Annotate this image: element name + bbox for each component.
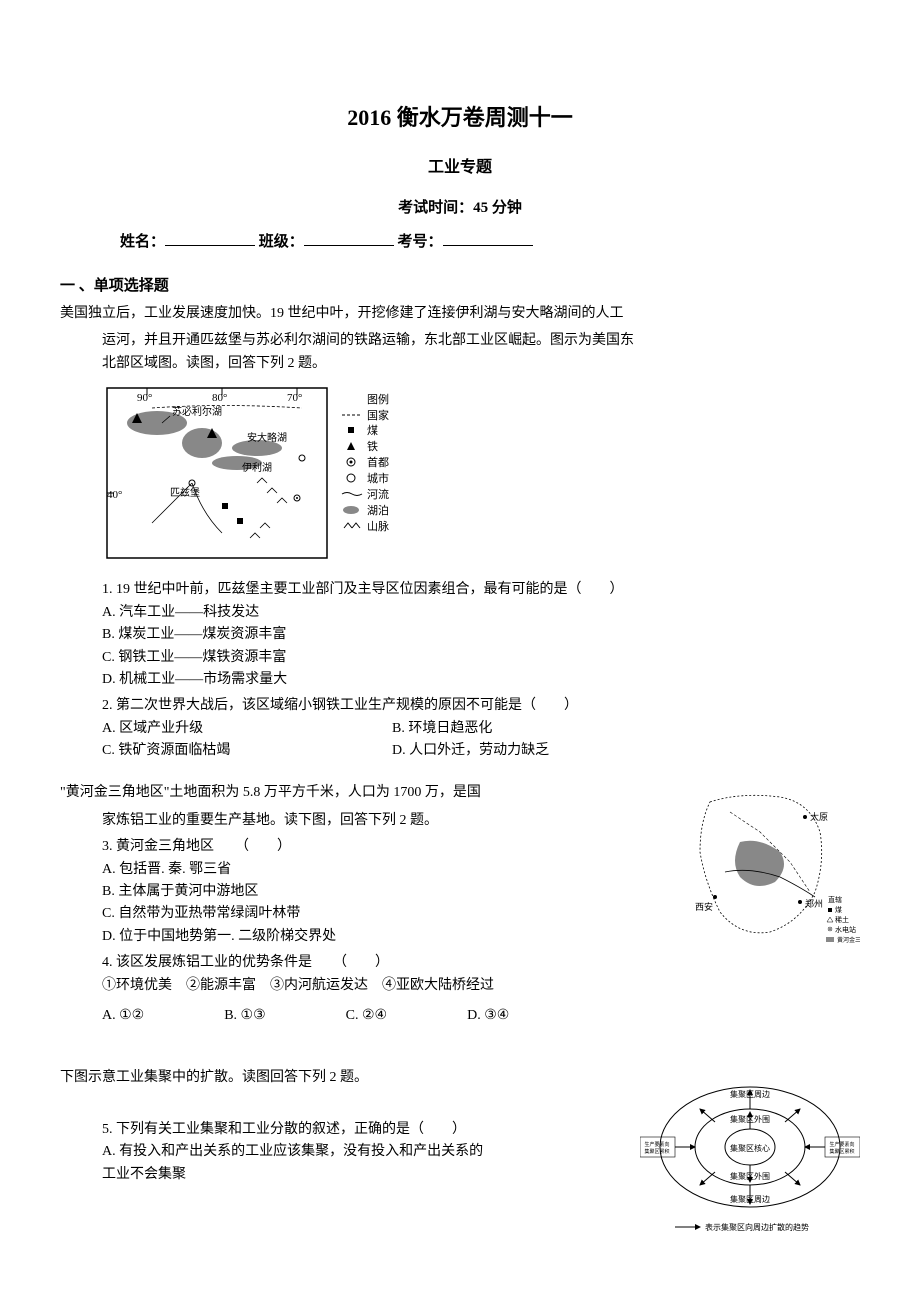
q4-opts-row: A. ①② B. ①③ C. ②④ D. ③④ <box>60 1005 860 1027</box>
city-xian: 西安 <box>695 901 713 912</box>
legend-lake: 湖泊 <box>367 504 389 517</box>
legend-mountain: 山脉 <box>367 519 389 533</box>
q2-opt-d: D. 人口外迁，劳动力缺乏 <box>392 740 682 762</box>
diagram-center: 集聚区核心 <box>730 1143 770 1153</box>
long-70: 70° <box>287 392 302 404</box>
name-blank <box>165 228 255 246</box>
exam-subtitle: 工业专题 <box>60 155 860 181</box>
q1-opt-a: A. 汽车工业——科技发达 <box>60 602 860 624</box>
q1-opt-c: C. 钢铁工业——煤铁资源丰富 <box>60 647 860 669</box>
name-label: 姓名： <box>120 234 165 250</box>
q4-opt-c: C. ②④ <box>346 1005 387 1027</box>
diagram-right-label-1: 生产要素向 <box>829 1141 854 1148</box>
legend-city: 城市 <box>367 471 389 485</box>
legend-hydro: 水电站 <box>835 925 856 934</box>
class-label: 班级： <box>259 234 304 250</box>
student-info-row: 姓名： 班级： 考号： <box>60 228 860 254</box>
q1-opt-d: D. 机械工业——市场需求量大 <box>60 669 860 691</box>
passage-1-line-2: 运河，并且开通匹兹堡与苏必利尔湖间的铁路运输，东北部工业区崛起。图示为美国东 <box>60 330 860 352</box>
legend-capital: 首都 <box>367 455 389 469</box>
lake-ontario: 安大略湖 <box>247 431 287 444</box>
legend-zhixia: 直辖 <box>828 895 842 904</box>
legend-title: 图例 <box>367 392 389 406</box>
lake-erie: 伊利湖 <box>242 462 272 474</box>
diagram-caption: 表示集聚区向周边扩散的趋势 <box>705 1222 809 1232</box>
lat-40: 40° <box>107 489 122 501</box>
long-80: 80° <box>212 392 227 404</box>
city-zhengzhou: 郑州 <box>805 898 823 909</box>
lake-superior: 苏必利尔湖 <box>172 405 222 418</box>
q2-opt-b: B. 环境日趋恶化 <box>392 718 682 740</box>
exam-title: 2016 衡水万卷周测十一 <box>60 100 860 135</box>
id-label: 考号： <box>398 234 443 250</box>
passage-1-line-1: 美国独立后，工业发展速度加快。19 世纪中叶，开挖修建了连接伊利湖与安大略湖间的… <box>60 303 860 325</box>
exam-time: 考试时间：45 分钟 <box>60 196 860 220</box>
q2-opts-row-1: A. 区域产业升级 B. 环境日趋恶化 <box>60 718 860 740</box>
legend-coal-2: 煤 <box>835 905 842 914</box>
long-90: 90° <box>137 392 152 404</box>
map-usa-northeast: 90° 80° 70° 40° 苏必利尔湖 安大略湖 伊利湖 匹兹堡 <box>60 383 860 571</box>
q1-opt-b: B. 煤炭工业——煤炭资源丰富 <box>60 624 860 646</box>
legend-river: 河流 <box>367 487 389 501</box>
legend-area: 黄河金三角地区 <box>837 936 860 944</box>
class-blank <box>304 228 394 246</box>
legend-iron: 铁 <box>367 440 378 453</box>
q4-opt-a: A. ①② <box>102 1005 144 1027</box>
q4-opt-b: B. ①③ <box>224 1005 265 1027</box>
diagram-left-label-2: 集聚区累积 <box>644 1148 669 1155</box>
diagram-left-label-1: 生产要素向 <box>644 1141 669 1148</box>
passage-1-line-3: 北部区域图。读图，回答下列 2 题。 <box>60 353 860 375</box>
q4-opt-d: D. ③④ <box>467 1005 509 1027</box>
diagram-agglomeration: 集聚区核心 集聚区外围 集聚区外围 集聚区周边 集聚区周边 生产要素向 集聚区累… <box>640 1067 860 1255</box>
legend-coal: 煤 <box>367 424 378 437</box>
id-blank <box>443 228 533 246</box>
q2-opts-row-2: C. 铁矿资源面临枯竭 D. 人口外迁，劳动力缺乏 <box>60 740 860 762</box>
map-yellow-river-triangle: 太原 西安 郑州 直辖 煤 稀土 水电站 黄河金三角地区 <box>680 782 860 970</box>
q2-stem: 2. 第二次世界大战后，该区域缩小钢铁工业生产规模的原因不可能是（ ） <box>60 695 860 717</box>
section-1-header: 一 、单项选择题 <box>60 274 860 298</box>
q1-stem: 1. 19 世纪中叶前，匹兹堡主要工业部门及主导区位因素组合，最有可能的是（ ） <box>60 579 860 601</box>
city-taiyuan: 太原 <box>810 811 828 822</box>
q2-opt-a: A. 区域产业升级 <box>102 718 392 740</box>
legend-country: 国家 <box>367 408 389 422</box>
legend-rare-earth: 稀土 <box>835 915 849 924</box>
q4-conditions: ①环境优美 ②能源丰富 ③内河航运发达 ④亚欧大陆桥经过 <box>60 975 860 997</box>
diagram-right-label-2: 集聚区累积 <box>829 1148 854 1155</box>
q2-opt-c: C. 铁矿资源面临枯竭 <box>102 740 392 762</box>
